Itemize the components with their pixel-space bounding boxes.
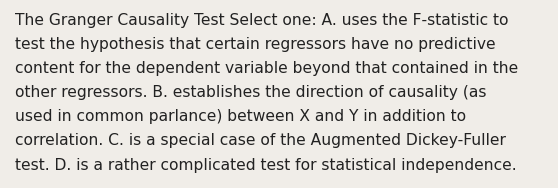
- Text: content for the dependent variable beyond that contained in the: content for the dependent variable beyon…: [15, 61, 518, 76]
- Text: test. D. is a rather complicated test for statistical independence.: test. D. is a rather complicated test fo…: [15, 158, 517, 173]
- Text: used in common parlance) between X and Y in addition to: used in common parlance) between X and Y…: [15, 109, 466, 124]
- Text: The Granger Causality Test Select one: A. uses the F-statistic to: The Granger Causality Test Select one: A…: [15, 13, 508, 28]
- Text: test the hypothesis that certain regressors have no predictive: test the hypothesis that certain regress…: [15, 37, 496, 52]
- Text: correlation. C. is a special case of the Augmented Dickey-Fuller: correlation. C. is a special case of the…: [15, 133, 506, 149]
- Text: other regressors. B. establishes the direction of causality (as: other regressors. B. establishes the dir…: [15, 85, 487, 100]
